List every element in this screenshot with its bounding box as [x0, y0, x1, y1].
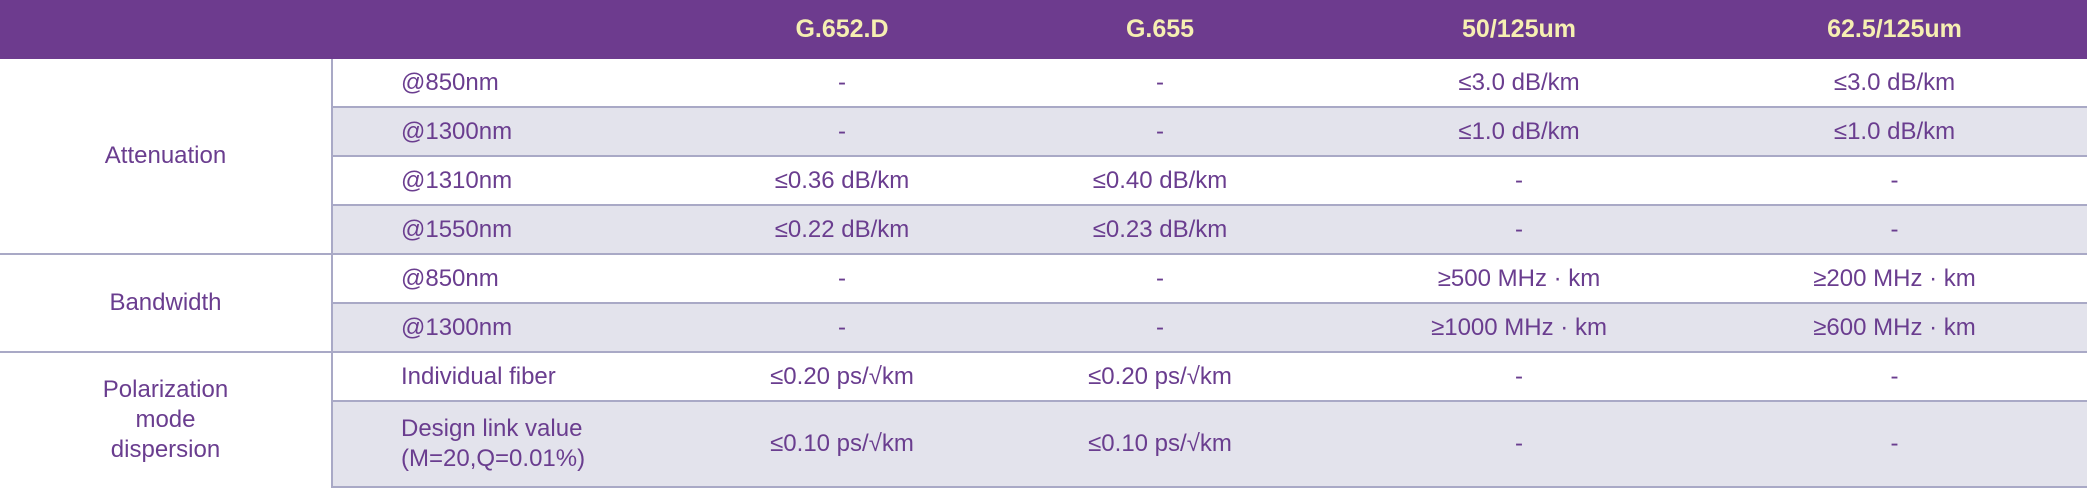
table-row: @1300nm - - ≤1.0 dB/km ≤1.0 dB/km [0, 106, 2087, 156]
parameter-label: @1310nm [332, 155, 700, 205]
header-row: G.652.D G.655 50/125um 62.5/125um [0, 0, 2087, 59]
value-cell: - [700, 106, 984, 156]
value-cell: - [1702, 400, 2087, 488]
parameter-label: @850nm [401, 68, 499, 96]
table-row: Polarization mode dispersion Individual f… [0, 351, 2087, 487]
value-cell: ≤0.20 ps/√km [700, 351, 984, 401]
value-cell: - [1702, 204, 2087, 254]
value-cell: ≤0.22 dB/km [700, 204, 984, 254]
value-cell: - [1336, 155, 1702, 205]
table-row: @1300nm - - ≥1000 MHz · km ≥600 MHz · km [0, 302, 2087, 352]
value-cell: ≤1.0 dB/km [1702, 106, 2087, 156]
header-blank [0, 0, 332, 59]
header-g652d: G.652.D [700, 0, 984, 59]
value-cell: - [1702, 155, 2087, 205]
value-cell: ≤0.20 ps/√km [984, 351, 1336, 401]
parameter-label: @850nm [332, 253, 700, 303]
table-row: Design link value (M=20,Q=0.01%) ≤0.10 ps… [0, 400, 2087, 488]
value-cell: ≥200 MHz · km [1702, 253, 2087, 303]
value-cell: - [838, 68, 846, 96]
header-g655: G.655 [984, 0, 1336, 59]
value-cell: - [984, 106, 1336, 156]
value-cell: ≤0.10 ps/√km [700, 400, 984, 488]
value-cell: ≤0.10 ps/√km [984, 400, 1336, 488]
table-row: Bandwidth @850nm - - ≥500 MHz · km ≥200 MHz ·… [0, 253, 2087, 352]
table-row: @1550nm ≤0.22 dB/km ≤0.23 dB/km - - [0, 204, 2087, 254]
header-50-125um: 50/125um [1336, 0, 1702, 59]
parameter-label: @1550nm [332, 204, 700, 254]
value-cell: ≤0.40 dB/km [984, 155, 1336, 205]
header-blank [332, 0, 700, 59]
value-cell: - [1702, 351, 2087, 401]
value-cell: - [984, 302, 1336, 352]
table-row: @1310nm ≤0.36 dB/km ≤0.40 dB/km - - [0, 155, 2087, 205]
value-cell: ≤0.36 dB/km [700, 155, 984, 205]
value-cell: - [1336, 204, 1702, 254]
value-cell: ≤3.0 dB/km [1833, 68, 1956, 96]
value-cell: - [1156, 68, 1164, 96]
value-cell: - [700, 253, 984, 303]
value-cell: - [700, 302, 984, 352]
group-label: Attenuation [0, 59, 333, 254]
group-label: Polarization mode dispersion [0, 351, 333, 487]
value-cell: ≤1.0 dB/km [1336, 106, 1702, 156]
parameter-label: Individual fiber [332, 351, 700, 401]
value-cell: ≤3.0 dB/km [1458, 68, 1580, 96]
value-cell: - [1336, 400, 1702, 488]
value-cell: ≥500 MHz · km [1336, 253, 1702, 303]
parameter-label: @1300nm [332, 106, 700, 156]
value-cell: - [984, 253, 1336, 303]
value-cell: - [1336, 351, 1702, 401]
group-label: Bandwidth [0, 253, 333, 352]
parameter-label: Design link value (M=20,Q=0.01%) [332, 400, 700, 488]
value-cell: ≥1000 MHz · km [1336, 302, 1702, 352]
value-cell: ≥600 MHz · km [1702, 302, 2087, 352]
value-cell: ≤0.23 dB/km [984, 204, 1336, 254]
header-62-5-125um: 62.5/125um [1702, 0, 2087, 59]
table-row: Attenuation @850nm - - ≤3.0 dB/km ≤3.0 dB/km [0, 59, 2087, 254]
parameter-label: @1300nm [332, 302, 700, 352]
